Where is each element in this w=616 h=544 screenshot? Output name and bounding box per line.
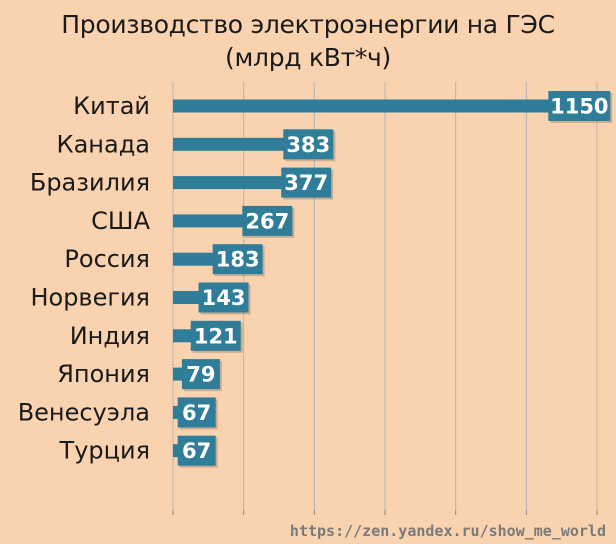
category-label: Норвегия [30, 284, 150, 312]
chart-title-block: Производство электроэнергии на ГЭС (млрд… [0, 8, 616, 74]
value-label: 79 [186, 363, 215, 387]
category-label: Индия [70, 322, 150, 350]
value-label-box [212, 244, 263, 275]
value-label-box [198, 282, 249, 313]
value-label: 183 [216, 248, 260, 272]
value-label-box [190, 320, 241, 351]
value-label-box [242, 205, 293, 236]
value-label: 67 [182, 401, 211, 425]
value-label: 377 [284, 171, 328, 195]
bar [173, 137, 309, 151]
category-label: Турция [59, 437, 150, 465]
category-label: Япония [57, 360, 150, 388]
category-label: Венесуэла [18, 398, 150, 426]
value-label: 1150 [550, 95, 608, 119]
value-label: 67 [182, 439, 211, 463]
category-label: Китай [73, 92, 150, 120]
category-label: Бразилия [30, 169, 150, 197]
value-label-box [177, 397, 216, 428]
chart-title: Производство электроэнергии на ГЭС [61, 10, 555, 39]
value-label-box [177, 435, 216, 466]
category-label: Канада [57, 130, 150, 158]
chart-subtitle: (млрд кВт*ч) [225, 43, 391, 72]
value-label: 143 [202, 286, 246, 310]
value-label-box [181, 359, 220, 390]
category-label: США [91, 207, 150, 235]
value-label-box [281, 167, 332, 198]
value-label-box [283, 129, 334, 160]
value-label: 383 [286, 133, 330, 157]
value-label: 267 [245, 209, 289, 233]
bar [173, 99, 580, 113]
bar [173, 176, 307, 190]
value-label: 121 [194, 324, 238, 348]
source-link[interactable]: https://zen.yandex.ru/show_me_world [289, 522, 606, 540]
category-label: Россия [64, 245, 150, 273]
value-label-box [548, 91, 611, 121]
